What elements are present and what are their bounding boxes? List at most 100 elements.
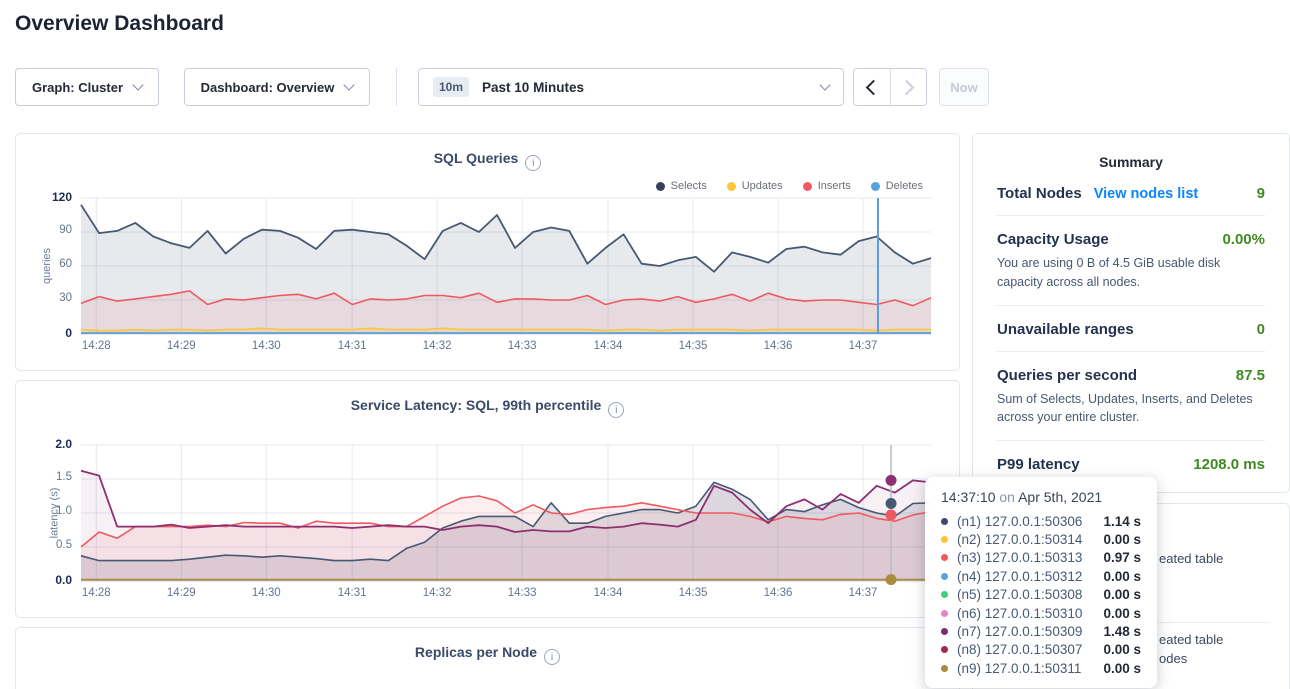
summary-row-unavailable-ranges: Unavailable ranges 0: [997, 306, 1265, 351]
capacity-usage-description: You are using 0 B of 4.5 GiB usable disk…: [997, 254, 1265, 305]
info-icon[interactable]: i: [608, 402, 624, 418]
capacity-usage-value: 0.00%: [1222, 231, 1265, 248]
summary-title: Summary: [997, 134, 1265, 170]
now-button[interactable]: Now: [939, 68, 989, 106]
chevron-right-icon: [898, 79, 914, 95]
node-address: (n7) 127.0.0.1:50309: [957, 624, 1082, 639]
service-latency-card: Service Latency: SQL, 99th percentile i l…: [15, 380, 960, 618]
node-address: (n8) 127.0.0.1:50307: [957, 642, 1082, 657]
legend-item[interactable]: Inserts: [803, 180, 851, 192]
x-tick-label: 14:32: [423, 340, 452, 352]
sql-queries-plot[interactable]: queries 030609012014:2814:2914:3014:3114…: [81, 198, 931, 334]
legend-label: Inserts: [818, 180, 851, 192]
node-address: (n1) 127.0.0.1:50306: [957, 514, 1082, 529]
y-tick-label: 1.0: [56, 505, 72, 517]
x-tick-label: 14:37: [849, 587, 878, 599]
y-tick-label: 2.0: [55, 437, 72, 451]
node-latency-value: 0.97 s: [1095, 550, 1141, 565]
chart-title-text: Replicas per Node: [415, 644, 537, 660]
node-latency-value: 0.00 s: [1095, 569, 1141, 584]
legend-color-dot: [871, 182, 880, 191]
y-tick-label: 90: [59, 224, 72, 236]
time-range-picker[interactable]: 10m Past 10 Minutes: [418, 68, 844, 106]
node-color-dot: [941, 665, 948, 672]
graph-scope-label: Graph: Cluster: [32, 80, 123, 95]
y-tick-label: 0.5: [56, 539, 72, 551]
node-latency-value: 0.00 s: [1095, 532, 1141, 547]
node-latency-value: 0.00 s: [1095, 642, 1141, 657]
tooltip-node-row: (n6) 127.0.0.1:50310 0.00 s: [941, 604, 1141, 622]
legend-label: Selects: [671, 180, 707, 192]
x-tick-label: 14:36: [764, 340, 793, 352]
x-tick-label: 14:37: [849, 340, 878, 352]
x-tick-label: 14:29: [167, 340, 196, 352]
unavailable-ranges-value: 0: [1257, 321, 1265, 338]
hover-dot: [886, 498, 897, 509]
service-latency-plot[interactable]: latency (s) 0.00.51.01.52.014:2814:2914:…: [81, 445, 931, 581]
event-item-text-fragment: odes: [1159, 651, 1187, 666]
y-tick-label: 120: [52, 190, 72, 204]
dashboard-controls: Graph: Cluster Dashboard: Overview 10m P…: [0, 68, 1290, 106]
legend-item[interactable]: Deletes: [871, 180, 923, 192]
chart-title-text: Service Latency: SQL, 99th percentile: [351, 397, 602, 413]
node-color-dot: [941, 628, 948, 635]
tooltip-on-word: on: [999, 489, 1015, 505]
x-tick-label: 14:34: [594, 587, 623, 599]
node-color-dot: [941, 646, 948, 653]
controls-divider: [396, 68, 397, 106]
time-back-button[interactable]: [854, 69, 890, 105]
x-tick-label: 14:30: [252, 340, 281, 352]
time-range-badge: 10m: [433, 77, 469, 97]
node-address: (n2) 127.0.0.1:50314: [957, 532, 1082, 547]
info-icon[interactable]: i: [525, 155, 541, 171]
node-color-dot: [941, 554, 948, 561]
event-item-text-fragment: eated table: [1159, 551, 1223, 566]
node-address: (n3) 127.0.0.1:50313: [957, 550, 1082, 565]
x-tick-label: 14:31: [338, 340, 367, 352]
chevron-left-icon: [866, 79, 882, 95]
node-latency-value: 0.00 s: [1095, 661, 1141, 676]
summary-panel: Summary Total Nodes View nodes list 9 Ca…: [972, 133, 1290, 493]
legend-item[interactable]: Selects: [656, 180, 707, 192]
chart-title-text: SQL Queries: [434, 150, 519, 166]
dashboard-select-dropdown[interactable]: Dashboard: Overview: [184, 68, 370, 106]
node-address: (n6) 127.0.0.1:50310: [957, 606, 1082, 621]
graph-scope-dropdown[interactable]: Graph: Cluster: [15, 68, 159, 106]
chevron-down-icon: [819, 79, 830, 90]
x-tick-label: 14:34: [594, 340, 623, 352]
node-color-dot: [941, 591, 948, 598]
legend-color-dot: [803, 182, 812, 191]
p99-latency-value: 1208.0 ms: [1193, 456, 1265, 473]
y-tick-label: 0.0: [55, 573, 72, 587]
x-tick-label: 14:36: [764, 587, 793, 599]
hover-dot: [886, 510, 897, 521]
legend-item[interactable]: Updates: [727, 180, 783, 192]
y-tick-label: 30: [59, 292, 72, 304]
node-address: (n5) 127.0.0.1:50308: [957, 587, 1082, 602]
queries-per-second-value: 87.5: [1236, 367, 1265, 384]
sql-queries-card: SQL Queries i Selects Updates Inserts: [15, 133, 960, 371]
overview-dashboard-page: Overview Dashboard Graph: Cluster Dashbo…: [0, 0, 1290, 689]
node-latency-value: 0.00 s: [1095, 606, 1141, 621]
x-tick-label: 14:32: [423, 587, 452, 599]
queries-per-second-label: Queries per second: [997, 367, 1137, 384]
chart-title: Service Latency: SQL, 99th percentile i: [16, 397, 959, 418]
tooltip-node-row: (n1) 127.0.0.1:50306 1.14 s: [941, 512, 1141, 530]
node-address: (n9) 127.0.0.1:50311: [957, 661, 1081, 676]
node-color-dot: [941, 610, 948, 617]
chevron-down-icon: [132, 79, 143, 90]
tooltip-node-row: (n5) 127.0.0.1:50308 0.00 s: [941, 586, 1141, 604]
view-nodes-list-link[interactable]: View nodes list: [1094, 186, 1199, 202]
y-tick-label: 0: [65, 326, 72, 340]
chart-title: SQL Queries i: [16, 150, 959, 171]
time-forward-button[interactable]: [890, 69, 927, 105]
p99-latency-label: P99 latency: [997, 456, 1080, 473]
tooltip-node-row: (n7) 127.0.0.1:50309 1.48 s: [941, 622, 1141, 640]
x-tick-label: 14:35: [679, 587, 708, 599]
node-latency-value: 0.00 s: [1095, 587, 1141, 602]
qps-description: Sum of Selects, Updates, Inserts, and De…: [997, 390, 1265, 441]
info-icon[interactable]: i: [544, 649, 560, 665]
y-axis-unit-label: queries: [41, 248, 53, 284]
tooltip-date: Apr 5th, 2021: [1018, 489, 1102, 505]
time-range-label: Past 10 Minutes: [482, 80, 584, 95]
